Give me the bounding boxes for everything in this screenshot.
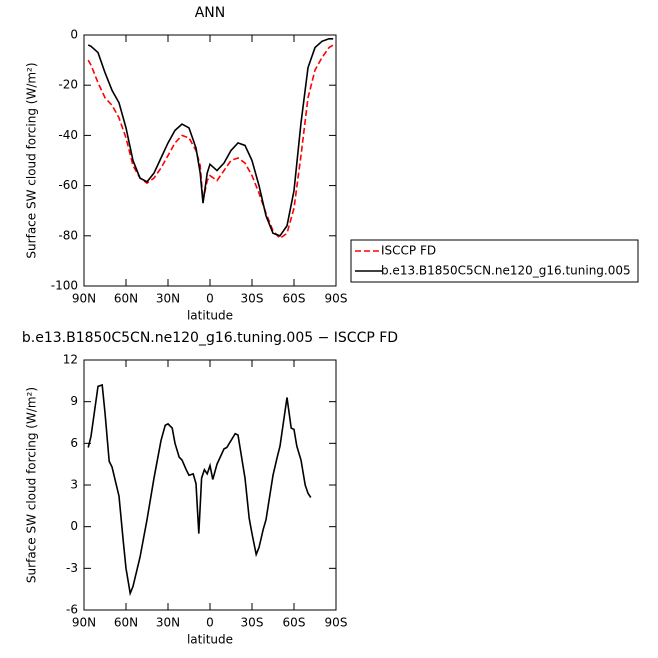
- y-tick-label: 6: [70, 436, 78, 450]
- x-tick-label: 60N: [114, 292, 138, 306]
- x-tick-label: 90S: [325, 292, 348, 306]
- plot-frame: [83, 34, 337, 287]
- x-tick-label: 90N: [72, 292, 96, 306]
- x-axis-label: latitude: [187, 633, 233, 647]
- y-tick-label: -80: [58, 228, 78, 242]
- data-line: [87, 383, 312, 597]
- x-tick-label: 60N: [114, 616, 138, 630]
- x-tick-label: 0: [206, 616, 214, 630]
- y-tick-label: 12: [63, 353, 78, 367]
- y-axis-label: Surface SW cloud forcing (W/m²): [25, 387, 39, 583]
- y-tick-label: 0: [70, 519, 78, 533]
- x-tick-label: 30N: [156, 292, 180, 306]
- y-tick-label: -60: [58, 178, 78, 192]
- y-axis-label: Surface SW cloud forcing (W/m²): [25, 62, 39, 258]
- x-tick-label: 90N: [72, 616, 96, 630]
- x-tick-label: 0: [206, 292, 214, 306]
- x-tick-label: 30S: [241, 292, 264, 306]
- y-tick-label: -6: [66, 603, 78, 617]
- x-tick-label: 30S: [241, 616, 264, 630]
- y-tick-label: -40: [58, 128, 78, 142]
- legend-box: [350, 239, 639, 283]
- x-tick-label: 60S: [283, 292, 306, 306]
- x-tick-label: 30N: [156, 616, 180, 630]
- x-tick-label: 60S: [283, 616, 306, 630]
- data-line: [87, 37, 334, 237]
- x-axis-label: latitude: [187, 309, 233, 323]
- y-tick-label: -3: [66, 561, 78, 575]
- y-tick-label: -100: [51, 279, 78, 293]
- x-tick-label: 90S: [325, 616, 348, 630]
- plot-frame: [83, 359, 337, 611]
- legend-label: b.e13.B1850C5CN.ne120_g16.tuning.005: [381, 264, 631, 278]
- chart-title: ANN: [195, 5, 226, 21]
- legend-label: ISCCP FD: [381, 244, 436, 258]
- y-tick-label: -20: [58, 78, 78, 92]
- y-tick-label: 9: [70, 394, 78, 408]
- chart-title: b.e13.B1850C5CN.ne120_g16.tuning.005 − I…: [22, 330, 398, 346]
- data-line: [87, 44, 334, 240]
- y-tick-label: 0: [70, 28, 78, 42]
- y-tick-label: 3: [70, 478, 78, 492]
